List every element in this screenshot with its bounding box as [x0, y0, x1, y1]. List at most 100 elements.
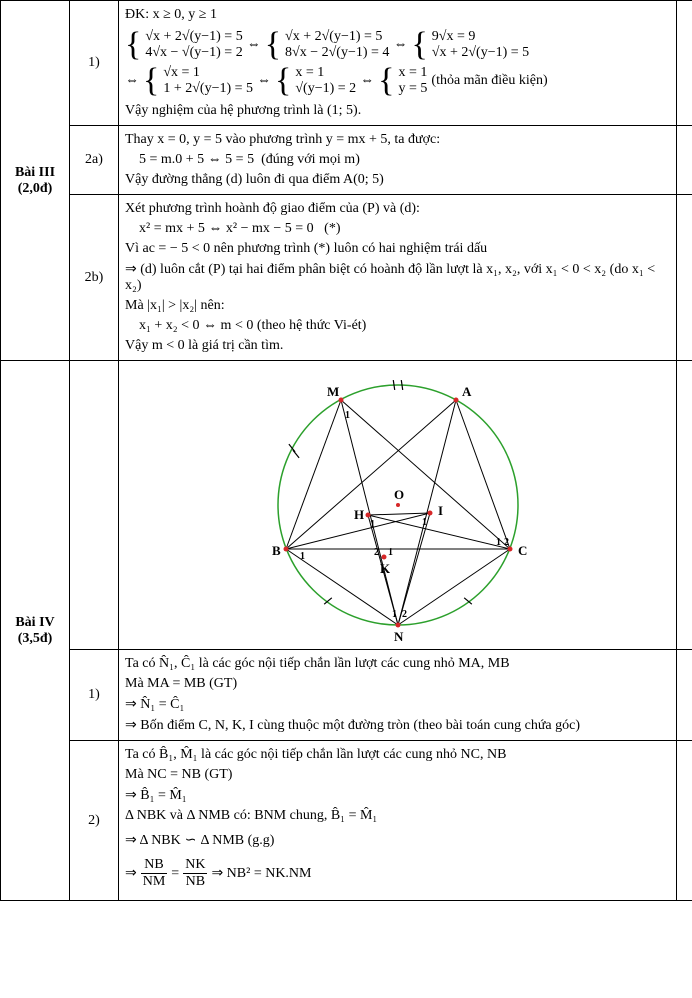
part-2b-num: 2b): [70, 195, 119, 361]
svg-text:1: 1: [345, 410, 350, 421]
bai3-label: Bài III (2,0đ): [1, 1, 70, 361]
part-2a-content: Thay x = 0, y = 5 vào phương trình y = m…: [119, 126, 677, 195]
diagram-num: [70, 361, 119, 650]
text: ⇒ Δ NBK: [125, 832, 181, 849]
eq: √x + 2√(y−1) = 5: [145, 29, 242, 45]
part-2a-num: 2a): [70, 126, 119, 195]
geometry-diagram: AMBCNHIKO1112111212: [228, 365, 568, 645]
part-1-content: ĐK: x ≥ 0, y ≥ 1 { √x + 2√(y−1) = 5 4√x …: [119, 1, 677, 126]
svg-text:2: 2: [374, 547, 379, 558]
row-bai4-diagram: Bài IV (3,5đ) AMBCNHIKO1112111212 0.25: [1, 361, 692, 650]
numerator: NB: [141, 857, 168, 874]
svg-text:1: 1: [422, 517, 427, 528]
svg-text:A: A: [462, 384, 472, 399]
note: (thỏa mãn điều kiện): [431, 73, 547, 89]
denominator: NB: [183, 874, 207, 890]
text-line: ⇒ Bốn điểm C, N, K, I cùng thuộc một đườ…: [125, 715, 670, 736]
eq: √x + 2√(y−1) = 5: [285, 29, 389, 45]
score: 0.75: [677, 741, 692, 901]
part-2-content: Ta có B̂₁, M̂₁ là các góc nội tiếp chắn …: [119, 741, 677, 901]
text-line: Mà |x₁| > |x₂| nên:: [125, 296, 670, 316]
svg-text:1: 1: [370, 519, 375, 530]
text-line: Vì ac = − 5 < 0 nên phương trình (*) luô…: [125, 239, 670, 259]
text-line: Mà MA = MB (GT): [125, 674, 670, 694]
text-line: ⇒ N̂₁ = Ĉ₁: [125, 694, 670, 715]
solution-table: Bài III (2,0đ) 1) ĐK: x ≥ 0, y ≥ 1 { √x …: [0, 0, 692, 901]
brace-icon: {: [411, 31, 427, 58]
svg-text:M: M: [327, 384, 339, 399]
text-line: x² = mx + 5 ⇔ x² − mx − 5 = 0 (*): [125, 219, 670, 239]
eq: √x + 2√(y−1) = 5: [432, 45, 529, 61]
diagram-cell: AMBCNHIKO1112111212: [119, 361, 677, 650]
svg-text:1: 1: [300, 551, 305, 562]
score: 0.75: [677, 1, 692, 126]
iff-icon: ⇔: [393, 37, 407, 53]
text: ⇒ NB² = NK.NM: [211, 865, 311, 882]
eq: 1 + 2√(y−1) = 5: [163, 81, 253, 97]
svg-text:H: H: [354, 507, 364, 522]
similar-icon: ∽: [185, 832, 197, 849]
score: 0.75: [677, 650, 692, 741]
eq: √x = 1: [163, 65, 253, 81]
svg-text:2: 2: [504, 537, 509, 548]
eq: y = 5: [399, 81, 428, 97]
svg-text:1: 1: [388, 547, 393, 558]
system-line-1: { √x + 2√(y−1) = 5 4√x − √(y−1) = 2 ⇔ { …: [125, 29, 670, 61]
denominator: NM: [141, 874, 168, 890]
text-line: Δ NBK và Δ NMB có: BNM chung, B̂₁ = M̂₁: [125, 806, 670, 826]
dk-line: ĐK: x ≥ 0, y ≥ 1: [125, 5, 670, 25]
brace-icon: {: [265, 31, 281, 58]
iff-icon: ⇔: [360, 73, 374, 89]
iff-icon: ⇔: [125, 73, 139, 89]
text-line: ⇒ (d) luôn cắt (P) tại hai điểm phân biệ…: [125, 259, 670, 296]
fraction: NB NM: [141, 857, 168, 890]
svg-text:B: B: [272, 543, 281, 558]
score: 0.25: [677, 361, 692, 650]
numerator: NK: [183, 857, 207, 874]
iff-icon: ⇔: [257, 73, 271, 89]
text-line: Thay x = 0, y = 5 vào phương trình y = m…: [125, 130, 670, 150]
system-line-2: ⇔ { √x = 1 1 + 2√(y−1) = 5 ⇔ { x = 1 √(y…: [125, 65, 670, 97]
text-line: Ta có B̂₁, M̂₁ là các góc nội tiếp chắn …: [125, 745, 670, 765]
eq: 4√x − √(y−1) = 2: [145, 45, 242, 61]
eq: x = 1: [399, 65, 428, 81]
text-line: Vậy đường thẳng (d) luôn đi qua điểm A(0…: [125, 170, 670, 190]
eq: x = 1: [295, 65, 356, 81]
equals-icon: =: [171, 866, 179, 882]
bai4-label: Bài IV (3,5đ): [1, 361, 70, 901]
score: 0.75: [677, 195, 692, 361]
score: 0.5: [677, 126, 692, 195]
svg-text:K: K: [380, 561, 391, 576]
conclusion: Vậy nghiệm của hệ phương trình là (1; 5)…: [125, 101, 670, 121]
text: Δ NMB (g.g): [200, 833, 274, 849]
similar-line: ⇒ Δ NBK ∽ Δ NMB (g.g): [125, 830, 670, 851]
row-bai3-1: Bài III (2,0đ) 1) ĐK: x ≥ 0, y ≥ 1 { √x …: [1, 1, 692, 126]
implies-icon: ⇒: [125, 865, 137, 882]
text-line: Ta có N̂₁, Ĉ₁ là các góc nội tiếp chắn l…: [125, 654, 670, 674]
part-2b-content: Xét phương trình hoành độ giao điểm của …: [119, 195, 677, 361]
row-bai4-2: 2) Ta có B̂₁, M̂₁ là các góc nội tiếp ch…: [1, 741, 692, 901]
row-bai4-1: 1) Ta có N̂₁, Ĉ₁ là các góc nội tiếp chắ…: [1, 650, 692, 741]
fraction-line: ⇒ NB NM = NK NB ⇒ NB² = NK.NM: [125, 855, 670, 892]
svg-text:1: 1: [392, 609, 397, 620]
svg-text:C: C: [518, 543, 527, 558]
svg-text:2: 2: [402, 609, 407, 620]
part-1-num: 1): [70, 650, 119, 741]
part-1-num: 1): [70, 1, 119, 126]
fraction: NK NB: [183, 857, 207, 890]
brace-icon: {: [275, 67, 291, 94]
text-line: Vậy m < 0 là giá trị cần tìm.: [125, 336, 670, 356]
text-line: 5 = m.0 + 5 ⇔ 5 = 5 (đúng với mọi m): [125, 150, 670, 170]
text-line: Mà NC = NB (GT): [125, 765, 670, 785]
text-line: Xét phương trình hoành độ giao điểm của …: [125, 199, 670, 219]
brace-icon: {: [143, 67, 159, 94]
svg-text:I: I: [438, 503, 443, 518]
iff-icon: ⇔: [247, 37, 261, 53]
svg-text:O: O: [394, 487, 404, 502]
text-line: ⇒ B̂₁ = M̂₁: [125, 785, 670, 806]
brace-icon: {: [378, 67, 394, 94]
svg-text:N: N: [394, 629, 404, 644]
eq: √(y−1) = 2: [295, 81, 356, 97]
eq: 9√x = 9: [432, 29, 529, 45]
text-line: x₁ + x₂ < 0 ⇔ m < 0 (theo hệ thức Vi-ét): [125, 316, 670, 336]
